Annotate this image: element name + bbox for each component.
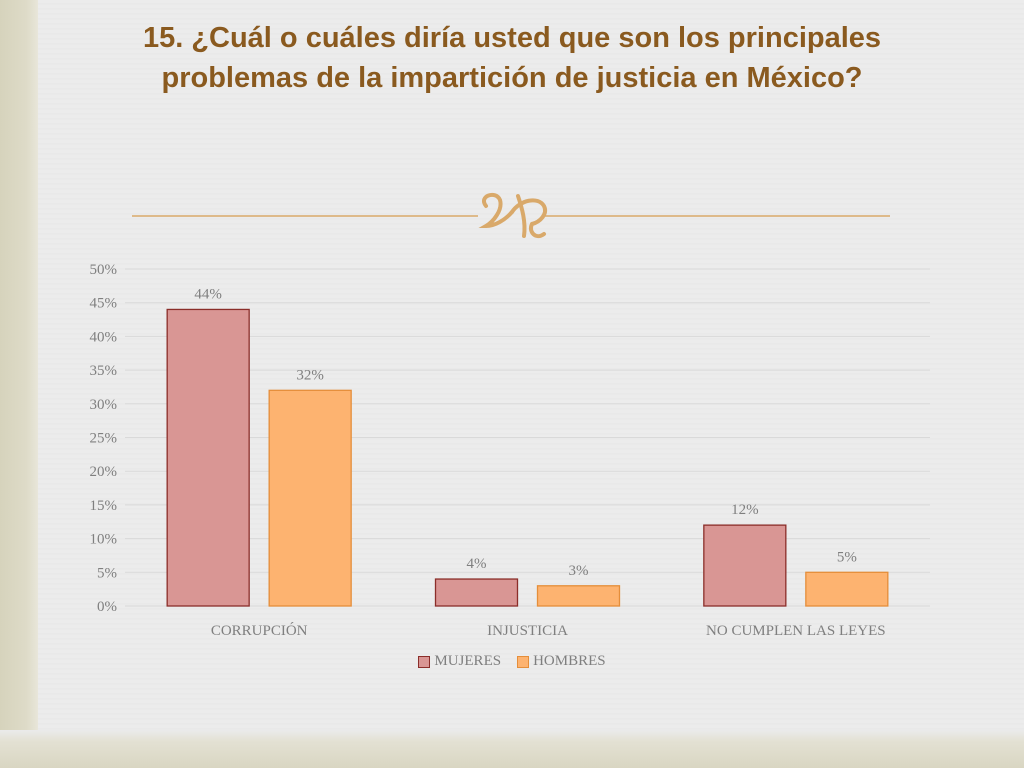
y-tick-label: 10% <box>90 532 118 548</box>
bar-data-label: 12% <box>731 502 759 518</box>
legend-label-hombres: HOMBRES <box>533 653 606 669</box>
x-axis: CORRUPCIÓN INJUSTICIA NO CUMPLEN LAS LEYES <box>211 622 886 639</box>
legend-swatch-mujeres <box>418 655 431 668</box>
bar-data-label: 32% <box>296 367 324 383</box>
legend-swatch-hombres <box>517 655 530 668</box>
bar-hombres-1 <box>536 585 621 607</box>
y-tick-label: 30% <box>90 397 118 413</box>
bar-data-labels: 44% 32% 4% 3% 12% 5% <box>194 286 856 578</box>
x-category-label: CORRUPCIÓN <box>211 622 308 639</box>
chart-legend: MUJERES HOMBRES <box>0 653 1024 670</box>
y-tick-label: 20% <box>90 464 118 480</box>
y-tick-label: 40% <box>90 329 118 345</box>
x-category-label: NO CUMPLEN LAS LEYES <box>706 623 886 639</box>
chart-bars <box>166 308 889 607</box>
bar-hombres-0 <box>268 389 352 607</box>
y-axis: 0% 5% 10% 15% 20% 25% 30% 35% 40% 45% 50% <box>90 262 118 615</box>
y-tick-label: 45% <box>90 296 118 312</box>
bar-mujeres-2 <box>703 524 787 607</box>
bar-data-label: 4% <box>467 556 487 572</box>
x-category-label: INJUSTICIA <box>487 623 568 639</box>
y-tick-label: 15% <box>90 498 118 514</box>
legend-label-mujeres: MUJERES <box>434 653 502 669</box>
legend-item-mujeres: MUJERES <box>418 653 501 670</box>
bar-hombres-2 <box>805 571 889 607</box>
y-tick-label: 25% <box>90 431 118 447</box>
bar-data-label: 44% <box>194 286 222 302</box>
chart-gridlines <box>125 268 930 607</box>
bar-mujeres-0 <box>166 308 250 607</box>
bar-data-label: 3% <box>569 563 589 579</box>
y-tick-label: 50% <box>90 262 118 278</box>
bar-data-label: 5% <box>837 549 857 565</box>
slide-frame-bottom <box>0 730 1024 768</box>
slide-title: 15. ¿Cuál o cuáles diría usted que son l… <box>142 22 882 94</box>
y-tick-label: 5% <box>97 565 117 581</box>
y-tick-label: 35% <box>90 363 118 379</box>
flourish-icon <box>478 192 547 239</box>
y-tick-label: 0% <box>97 599 117 615</box>
slide-frame-left <box>0 0 38 768</box>
legend-item-hombres: HOMBRES <box>517 653 606 670</box>
bar-mujeres-1 <box>434 578 519 607</box>
